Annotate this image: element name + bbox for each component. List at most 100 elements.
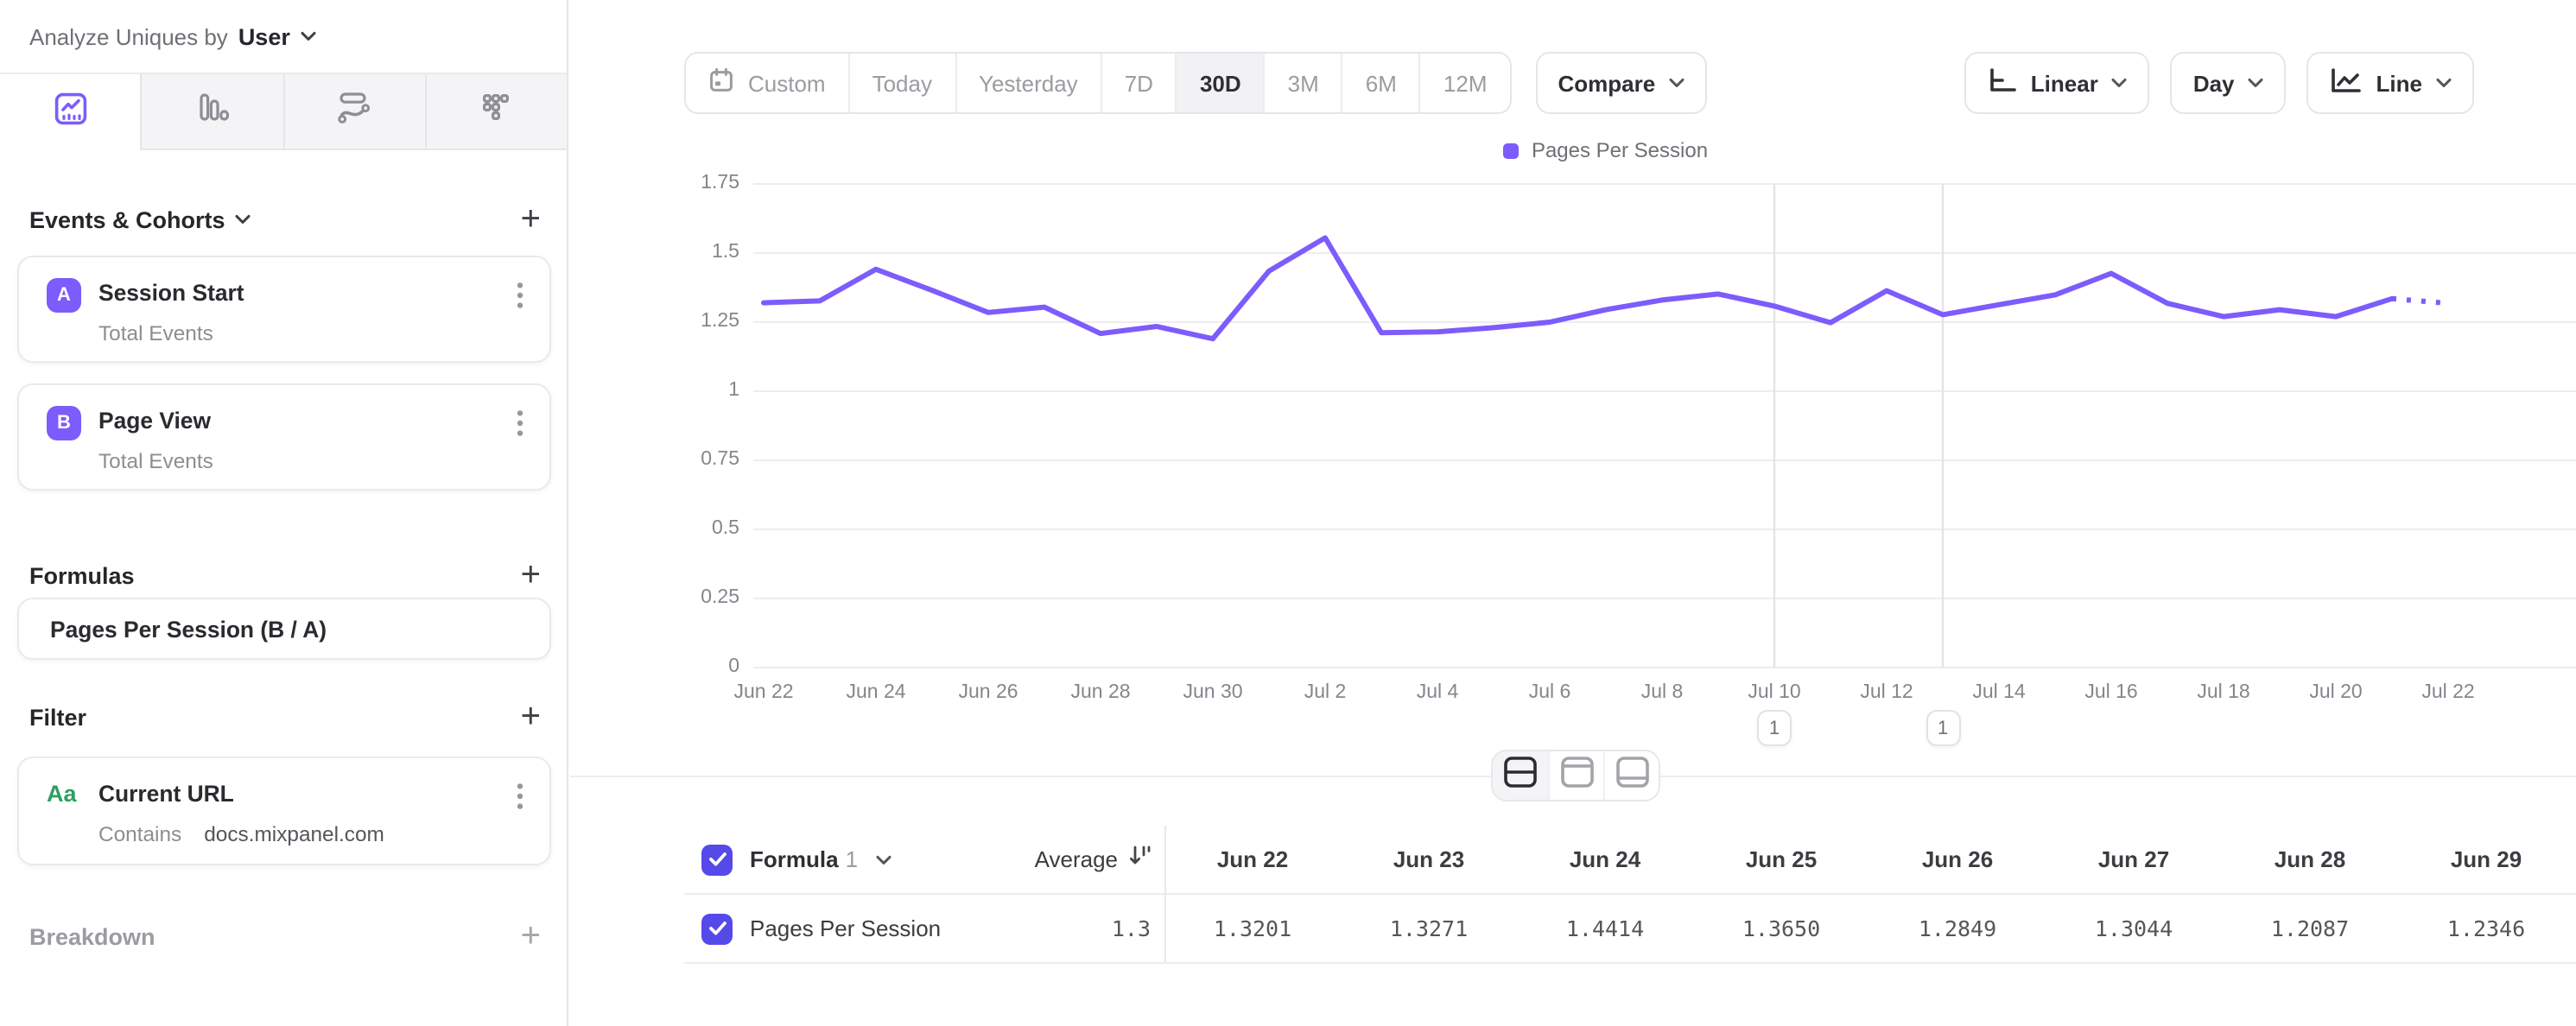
group-label[interactable]: Formula — [750, 846, 839, 872]
table-only-icon — [1613, 754, 1651, 797]
x-axis-tick-label: Jul 12 — [1860, 682, 1913, 703]
range-today[interactable]: Today — [847, 54, 955, 112]
filter-condition: Contains docs.mixpanel.com — [98, 822, 384, 846]
x-axis-tick-label: Jun 28 — [1070, 682, 1131, 703]
filter-section-header: Filter + — [29, 691, 541, 743]
y-axis-tick-label: 1.5 — [712, 241, 739, 262]
tab-insights[interactable] — [0, 74, 141, 150]
layout-toggle-table-only[interactable] — [1603, 751, 1659, 800]
kebab-menu-icon[interactable] — [504, 776, 536, 817]
chart-legend[interactable]: Pages Per Session — [764, 138, 2448, 162]
add-formula-button[interactable]: + — [520, 556, 541, 594]
filter-property-name[interactable]: Current URL — [98, 781, 234, 807]
string-property-icon: Aa — [47, 781, 77, 807]
analyze-value[interactable]: User — [238, 23, 290, 49]
row-checkbox[interactable] — [701, 913, 733, 944]
analyze-label: Analyze Uniques by — [29, 23, 228, 49]
x-axis-tick-label: Jul 20 — [2309, 682, 2363, 703]
range-12m[interactable]: 12M — [1418, 54, 1510, 112]
range-label: 3M — [1287, 70, 1319, 96]
chevron-down-icon — [301, 31, 316, 41]
x-axis-tick-label: Jul 6 — [1528, 682, 1571, 703]
filter-card-current-url[interactable]: Aa Current URL Contains docs.mixpanel.co… — [17, 757, 551, 865]
event-letter-badge: A — [47, 278, 81, 313]
sort-icon[interactable] — [1128, 844, 1151, 875]
layout-toggle-chart-only[interactable] — [1548, 751, 1603, 800]
range-7d[interactable]: 7D — [1100, 54, 1176, 112]
y-axis-tick-label: 0.75 — [701, 448, 739, 469]
event-measure[interactable]: Total Events — [98, 449, 213, 473]
legend-series-label: Pages Per Session — [1531, 138, 1709, 162]
date-column-header[interactable]: Jun 29 — [2450, 846, 2522, 872]
value-cell: 1.3271 — [1389, 915, 1469, 941]
range-custom[interactable]: Custom — [686, 54, 848, 112]
filter-operator[interactable]: Contains — [98, 822, 182, 846]
query-builder-sidebar: Analyze Uniques by User Events & Cohorts… — [0, 0, 568, 1026]
range-label: 30D — [1199, 70, 1241, 96]
chevron-down-icon — [2436, 78, 2452, 88]
date-column-header[interactable]: Jun 23 — [1393, 846, 1465, 872]
add-filter-button[interactable]: + — [520, 698, 541, 736]
filter-value[interactable]: docs.mixpanel.com — [204, 822, 384, 846]
event-name[interactable]: Session Start — [98, 280, 244, 306]
chart-type-selector-button[interactable]: Line — [2306, 52, 2474, 114]
event-measure[interactable]: Total Events — [98, 321, 213, 345]
range-label: 7D — [1124, 70, 1153, 96]
table-column-divider — [1164, 826, 1166, 964]
analyze-uniques-selector[interactable]: Analyze Uniques by User — [0, 0, 567, 73]
report-main-area: Custom Today Yesterday 7D 30D 3M 6M 12M Compare… — [570, 0, 2576, 1026]
x-axis-tick-label: Jun 24 — [846, 682, 906, 703]
series-name: Pages Per Session — [750, 915, 942, 941]
chevron-down-icon — [1669, 78, 1685, 88]
group-checkbox[interactable] — [701, 844, 733, 875]
average-value-cell: 1.3 — [1030, 915, 1164, 941]
date-range-group: Custom Today Yesterday 7D 30D 3M 6M 12M — [684, 52, 1512, 114]
event-card-page-view[interactable]: B Page View Total Events — [17, 383, 551, 491]
layout-toggle-split-view[interactable] — [1493, 751, 1548, 800]
x-axis-tick-label: Jun 30 — [1183, 682, 1243, 703]
date-column-header[interactable]: Jun 26 — [1921, 846, 1994, 872]
x-axis-tick-label: Jul 18 — [2197, 682, 2250, 703]
value-cell: 1.2087 — [2270, 915, 2350, 941]
range-6m[interactable]: 6M — [1341, 54, 1419, 112]
x-axis-tick-label: Jul 8 — [1640, 682, 1684, 703]
add-event-button[interactable]: + — [520, 200, 541, 238]
scale-label: Linear — [2030, 70, 2098, 96]
date-column-header[interactable]: Jun 24 — [1569, 846, 1641, 872]
chart-plot-area[interactable] — [570, 138, 2576, 763]
legend-swatch — [1503, 142, 1520, 158]
x-axis-tick-label: Jul 2 — [1304, 682, 1347, 703]
event-name[interactable]: Page View — [98, 408, 211, 434]
add-breakdown-button[interactable]: + — [520, 917, 541, 955]
date-column-header[interactable]: Jun 22 — [1216, 846, 1289, 872]
compare-label: Compare — [1558, 70, 1656, 96]
date-column-header[interactable]: Jun 28 — [2274, 846, 2346, 872]
table-row[interactable]: Pages Per Session 1.3 1.3201 1.3271 1.4414 1.… — [684, 895, 2576, 964]
tab-bar-chart[interactable] — [140, 74, 282, 150]
range-3m[interactable]: 3M — [1263, 54, 1342, 112]
tab-funnels-grid[interactable] — [424, 74, 567, 150]
average-header-cell[interactable]: Average — [1030, 844, 1164, 875]
formula-label[interactable]: Pages Per Session (B / A) — [50, 617, 327, 643]
range-yesterday[interactable]: Yesterday — [955, 54, 1101, 112]
x-axis-tick-label: Jul 22 — [2421, 682, 2475, 703]
events-section-title[interactable]: Events & Cohorts — [29, 206, 251, 232]
interval-selector-button[interactable]: Day — [2170, 52, 2287, 114]
compare-button[interactable]: Compare — [1535, 52, 1708, 114]
kebab-menu-icon[interactable] — [504, 275, 536, 316]
event-card-session-start[interactable]: A Session Start Total Events — [17, 256, 551, 363]
x-axis-tick-label: Jul 4 — [1416, 682, 1459, 703]
formula-card[interactable]: Pages Per Session (B / A) — [17, 598, 551, 660]
date-column-header[interactable]: Jun 25 — [1745, 846, 1818, 872]
flows-icon — [335, 88, 373, 135]
date-column-header[interactable]: Jun 27 — [2097, 846, 2170, 872]
annotation-badge[interactable]: 1 — [1926, 710, 1960, 746]
scale-selector-button[interactable]: Linear — [1964, 52, 2150, 114]
range-30d[interactable]: 30D — [1175, 54, 1264, 112]
tab-flows[interactable] — [282, 74, 425, 150]
funnels-grid-icon — [478, 88, 516, 135]
x-axis-tick-label: Jul 14 — [1972, 682, 2026, 703]
annotation-badge[interactable]: 1 — [1757, 710, 1792, 746]
kebab-menu-icon[interactable] — [504, 402, 536, 444]
